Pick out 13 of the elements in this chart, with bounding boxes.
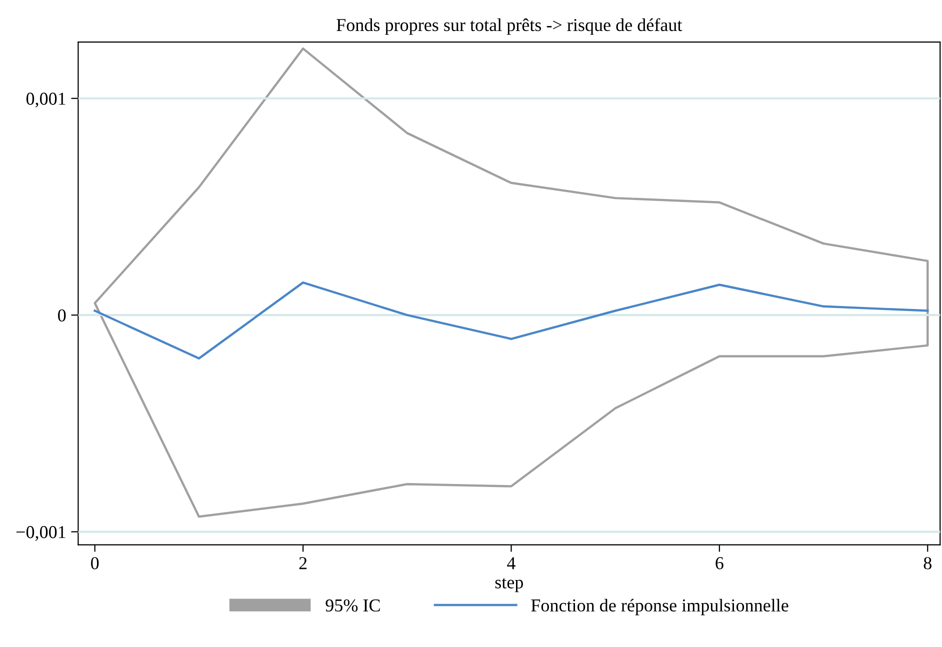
chart-title: Fonds propres sur total prêts -> risque de défaut	[336, 18, 682, 35]
legend-label: Fonction de réponse impulsionnelle	[531, 598, 788, 616]
x-tick-label: 6	[716, 557, 724, 570]
x-tick-label: 4	[507, 557, 516, 570]
x-tick-label: 8	[924, 557, 932, 570]
y-tick-label: 0,001	[26, 92, 66, 108]
legend-label: 95% IC	[326, 599, 380, 612]
y-tick-label: 0	[58, 309, 66, 322]
x-axis-title: step	[495, 578, 523, 592]
x-tick-label: 2	[299, 557, 307, 570]
x-tick-label: 0	[91, 557, 99, 570]
line-series	[94, 281, 929, 360]
y-tick-label: −0,001	[16, 526, 66, 541]
